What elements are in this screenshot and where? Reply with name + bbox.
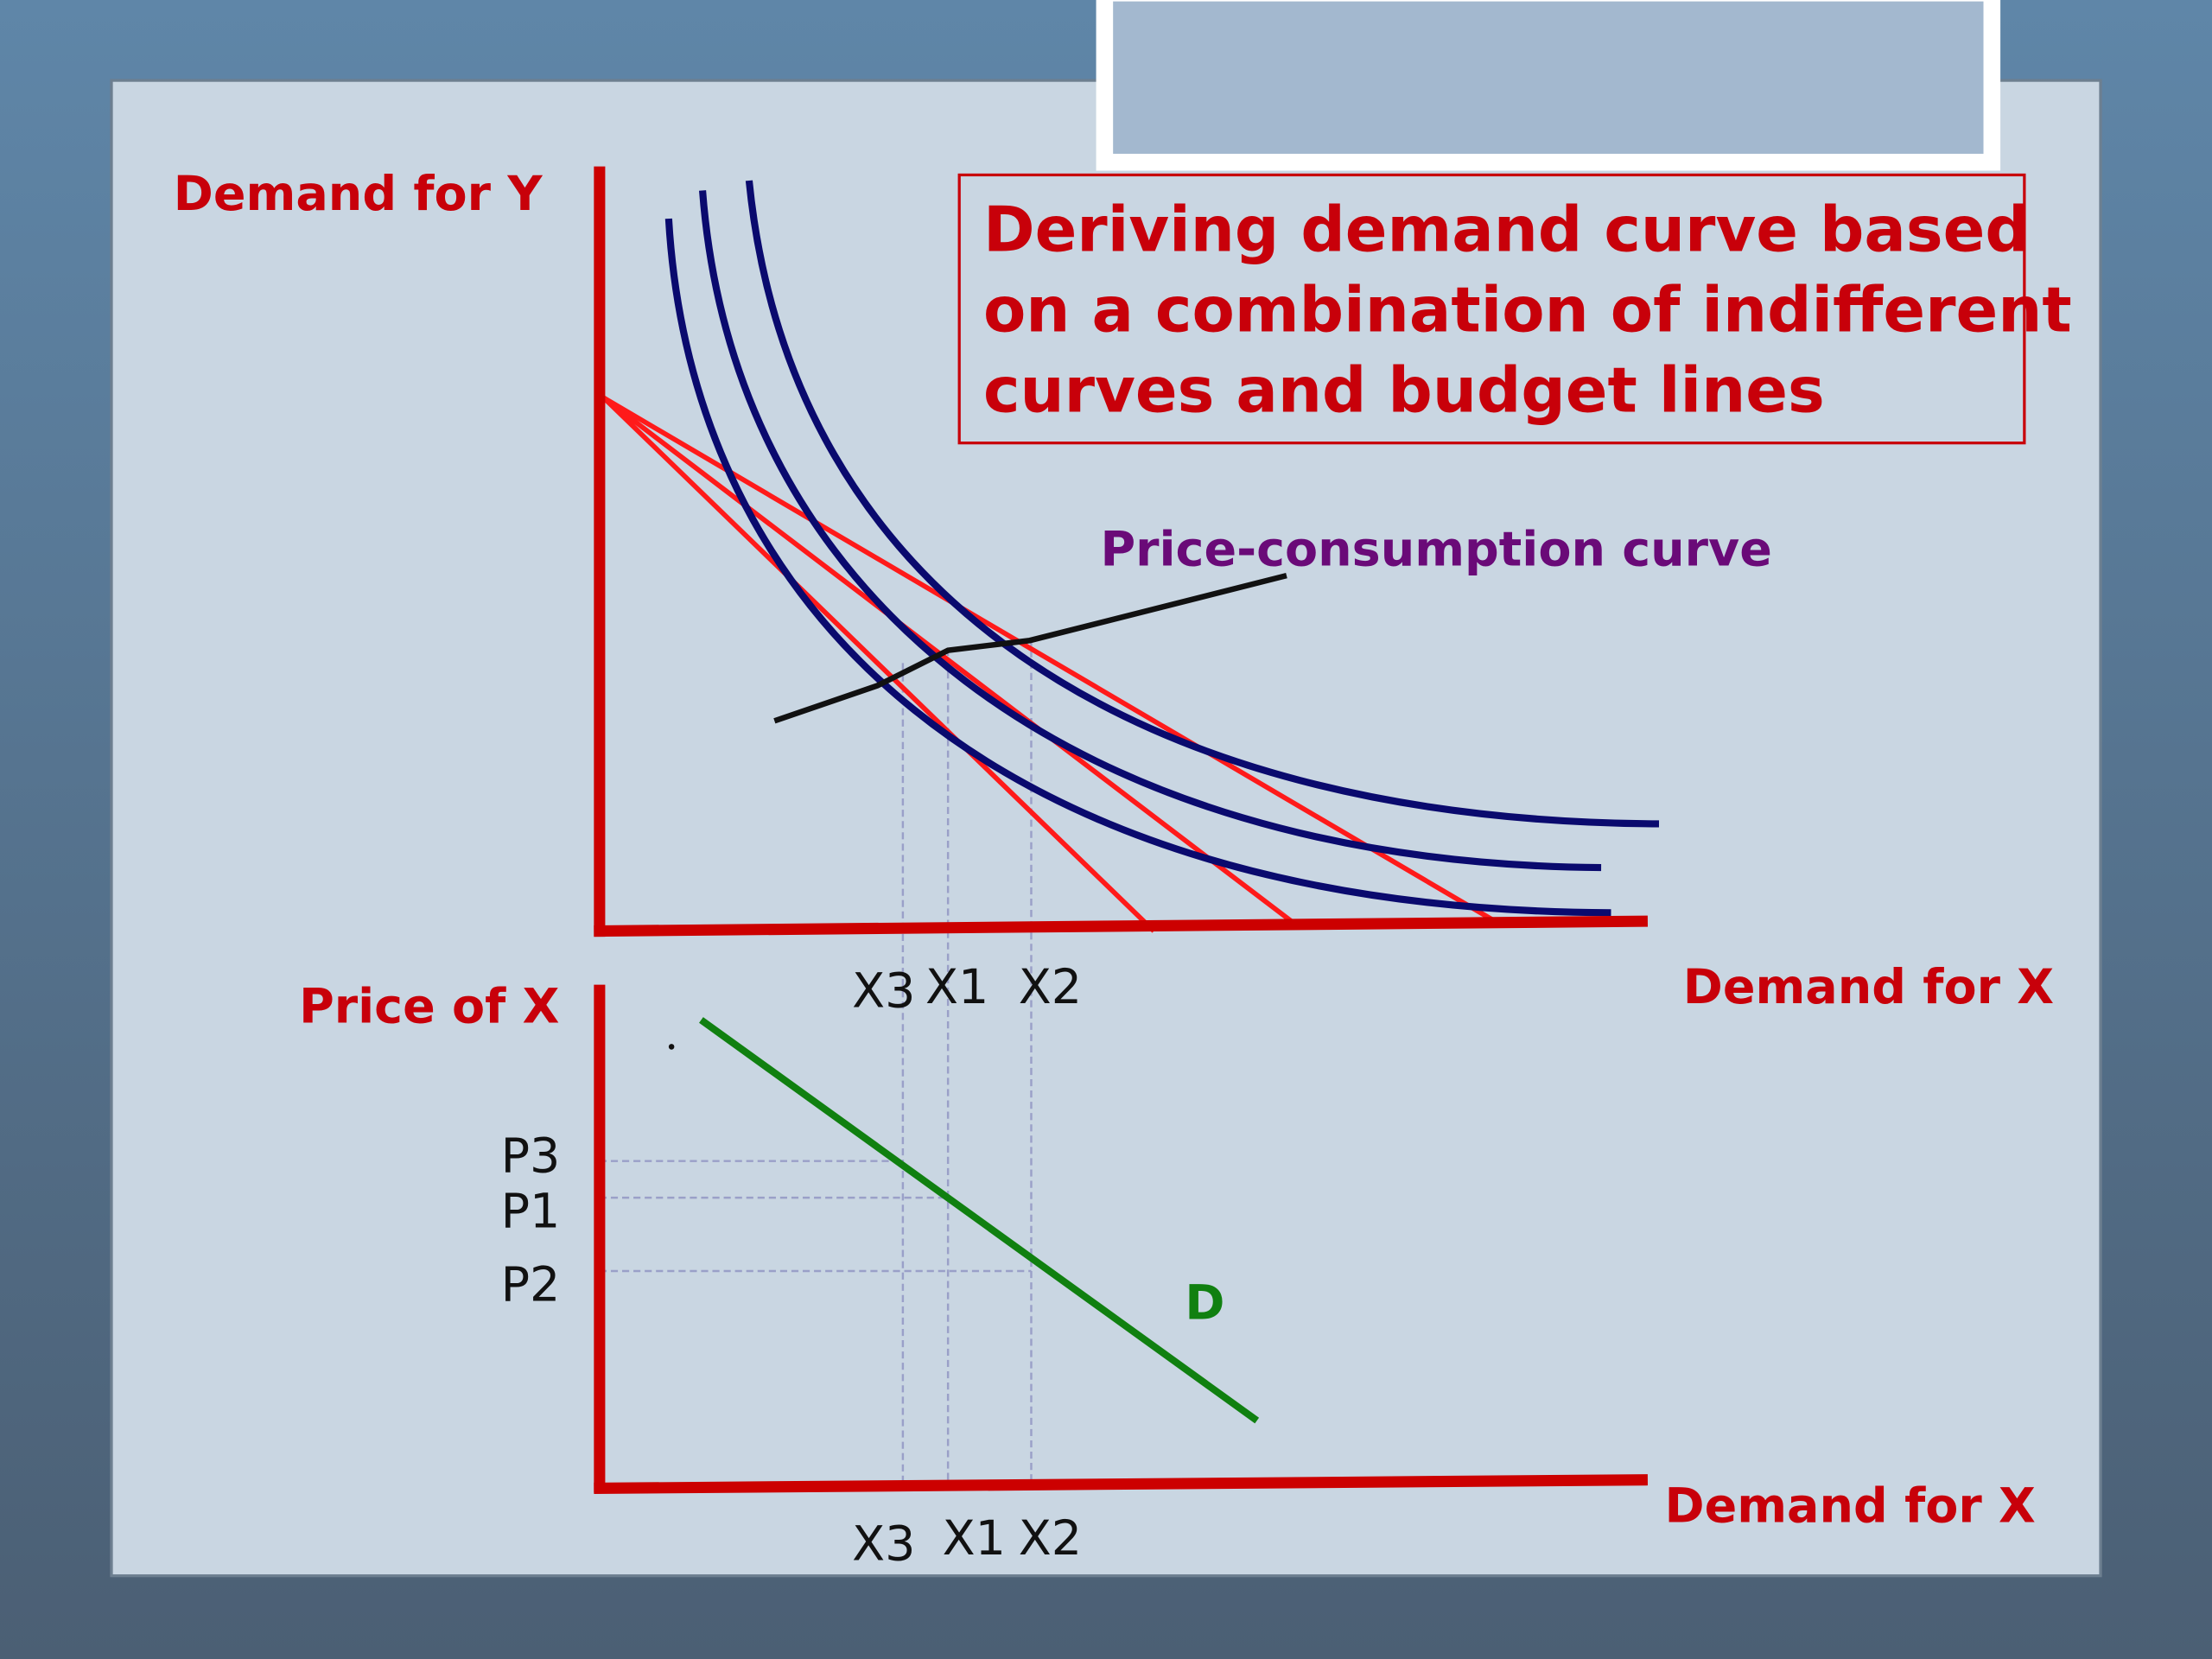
slide-panel xyxy=(110,79,2102,1578)
price-label: P1 xyxy=(501,1183,561,1239)
curve-label: Price-consumption curve xyxy=(1100,522,1771,578)
title-box xyxy=(957,173,2026,445)
x-label: X2 xyxy=(1019,1510,1082,1567)
text: Deriving demand curve based on a combina… xyxy=(174,166,2072,1572)
title-line: Deriving demand curve based xyxy=(983,194,2030,266)
x-axis-label: Demand for X xyxy=(1683,959,2054,1015)
x-label: X3 xyxy=(852,963,915,1020)
x-label: X3 xyxy=(852,1516,915,1573)
x-axis-label: Demand for X xyxy=(1665,1478,2036,1535)
title-line: on a combination of indifferent xyxy=(983,274,2072,346)
demand-label: D xyxy=(1185,1275,1224,1332)
x-label: X1 xyxy=(943,1510,1006,1567)
price-label: P3 xyxy=(501,1128,561,1185)
header-box xyxy=(1096,0,2001,171)
y-axis-label: Demand for Y xyxy=(174,166,543,222)
price-label: P2 xyxy=(501,1256,561,1313)
upper-graph xyxy=(594,166,1660,1494)
x-label: X1 xyxy=(925,959,988,1015)
title-line: curves and budget lines xyxy=(983,354,1825,427)
y-axis-label: Price of X xyxy=(299,979,559,1035)
x-label: X2 xyxy=(1019,959,1082,1015)
